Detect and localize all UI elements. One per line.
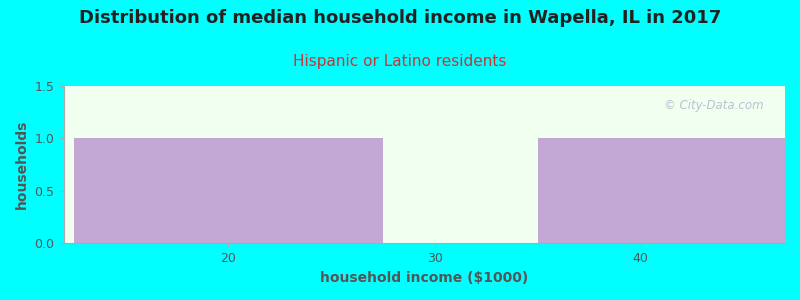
- X-axis label: household income ($1000): household income ($1000): [320, 271, 529, 285]
- Text: © City-Data.com: © City-Data.com: [664, 99, 763, 112]
- Y-axis label: households: households: [15, 120, 29, 209]
- Text: Hispanic or Latino residents: Hispanic or Latino residents: [294, 54, 506, 69]
- Text: Distribution of median household income in Wapella, IL in 2017: Distribution of median household income …: [79, 9, 721, 27]
